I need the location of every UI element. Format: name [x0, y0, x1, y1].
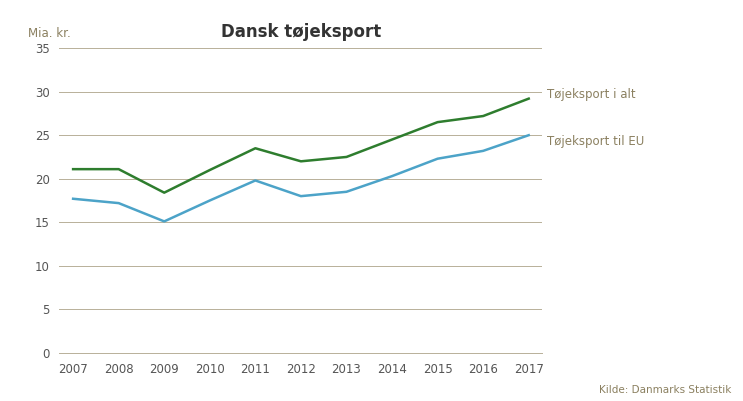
- Text: Tøjeksport til EU: Tøjeksport til EU: [547, 135, 644, 148]
- Text: Mia. kr.: Mia. kr.: [28, 27, 71, 40]
- Text: Kilde: Danmarks Statistik: Kilde: Danmarks Statistik: [600, 385, 732, 395]
- Title: Dansk tøjeksport: Dansk tøjeksport: [221, 23, 381, 41]
- Text: Tøjeksport i alt: Tøjeksport i alt: [547, 88, 635, 101]
